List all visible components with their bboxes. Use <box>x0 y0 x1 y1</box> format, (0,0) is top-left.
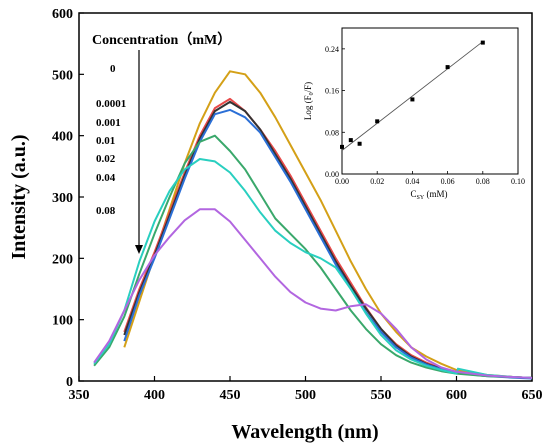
legend-label: 0.04 <box>96 172 116 184</box>
inset-fit-line <box>341 41 484 151</box>
x-tick-label: 450 <box>220 388 241 403</box>
legend-label: 0.01 <box>96 135 115 147</box>
y-tick-label: 0 <box>66 375 73 390</box>
legend-label: 0.02 <box>96 153 116 165</box>
series-line-0.04 <box>93 158 533 379</box>
x-axis-title: Wavelength (nm) <box>231 421 378 443</box>
inset-plot: 0.00 0.02 0.04 0.06 0.08 0.10 0.00 0.08 0.16 0.24 <box>325 40 525 186</box>
legend-label: 0.0001 <box>96 98 126 110</box>
inset-x-tick-label: 0.08 <box>476 177 490 186</box>
legend-label: 0 <box>110 63 116 75</box>
inset-data-point <box>375 119 380 124</box>
y-tick-label: 200 <box>52 252 73 267</box>
y-tick-label: 300 <box>52 191 73 206</box>
inset-data-point <box>480 40 485 45</box>
main-ticks: 350 400 450 500 550 600 650 0 100 200 300 400 500 600 <box>52 7 543 403</box>
inset-x-tick-label: 0.04 <box>405 177 419 186</box>
inset-data-point <box>348 138 353 143</box>
inset-y-title: Log (F0/F) <box>303 82 315 120</box>
y-tick-label: 100 <box>52 314 73 329</box>
x-tick-label: 400 <box>144 388 165 403</box>
inset-data-point <box>410 97 415 102</box>
inset-x-title: CSY (mM) <box>411 189 448 201</box>
inset-x-tick-label: 0.02 <box>370 177 384 186</box>
x-tick-label: 500 <box>295 388 316 403</box>
series-line-0.08 <box>93 208 533 379</box>
y-tick-label: 500 <box>52 68 73 83</box>
inset-x-tick-label: 0.06 <box>441 177 455 186</box>
x-tick-label: 350 <box>69 388 90 403</box>
inset-x-tick-label: 0.00 <box>335 177 349 186</box>
inset-y-tick-label: 0.00 <box>325 170 339 179</box>
inset-y-tick-label: 0.24 <box>325 45 339 54</box>
series-line-0.02 <box>93 134 533 379</box>
main-series-group <box>93 70 533 380</box>
inset-y-tick-label: 0.08 <box>325 128 339 137</box>
x-tick-label: 600 <box>446 388 467 403</box>
y-tick-label: 400 <box>52 130 73 145</box>
inset-data-point <box>340 144 344 149</box>
y-tick-label: 600 <box>52 7 73 22</box>
y-axis-title: Intensity (a.u.) <box>8 134 30 259</box>
legend-label: 0.001 <box>96 117 121 129</box>
inset-y-tick-label: 0.16 <box>325 87 339 96</box>
inset-data-point <box>357 141 362 146</box>
inset-frame <box>341 27 519 175</box>
inset-data-point <box>445 65 450 70</box>
legend-label: 0.08 <box>96 205 116 217</box>
inset-x-tick-label: 0.10 <box>511 177 525 186</box>
x-tick-label: 550 <box>371 388 392 403</box>
legend-labels: 0 0.0001 0.001 0.01 0.02 0.04 0.08 <box>96 63 126 217</box>
legend-arrow-head <box>135 245 143 254</box>
legend-title: Concentration（mM） <box>92 32 231 48</box>
series-line-0 <box>123 70 533 379</box>
x-tick-label: 650 <box>522 388 543 403</box>
